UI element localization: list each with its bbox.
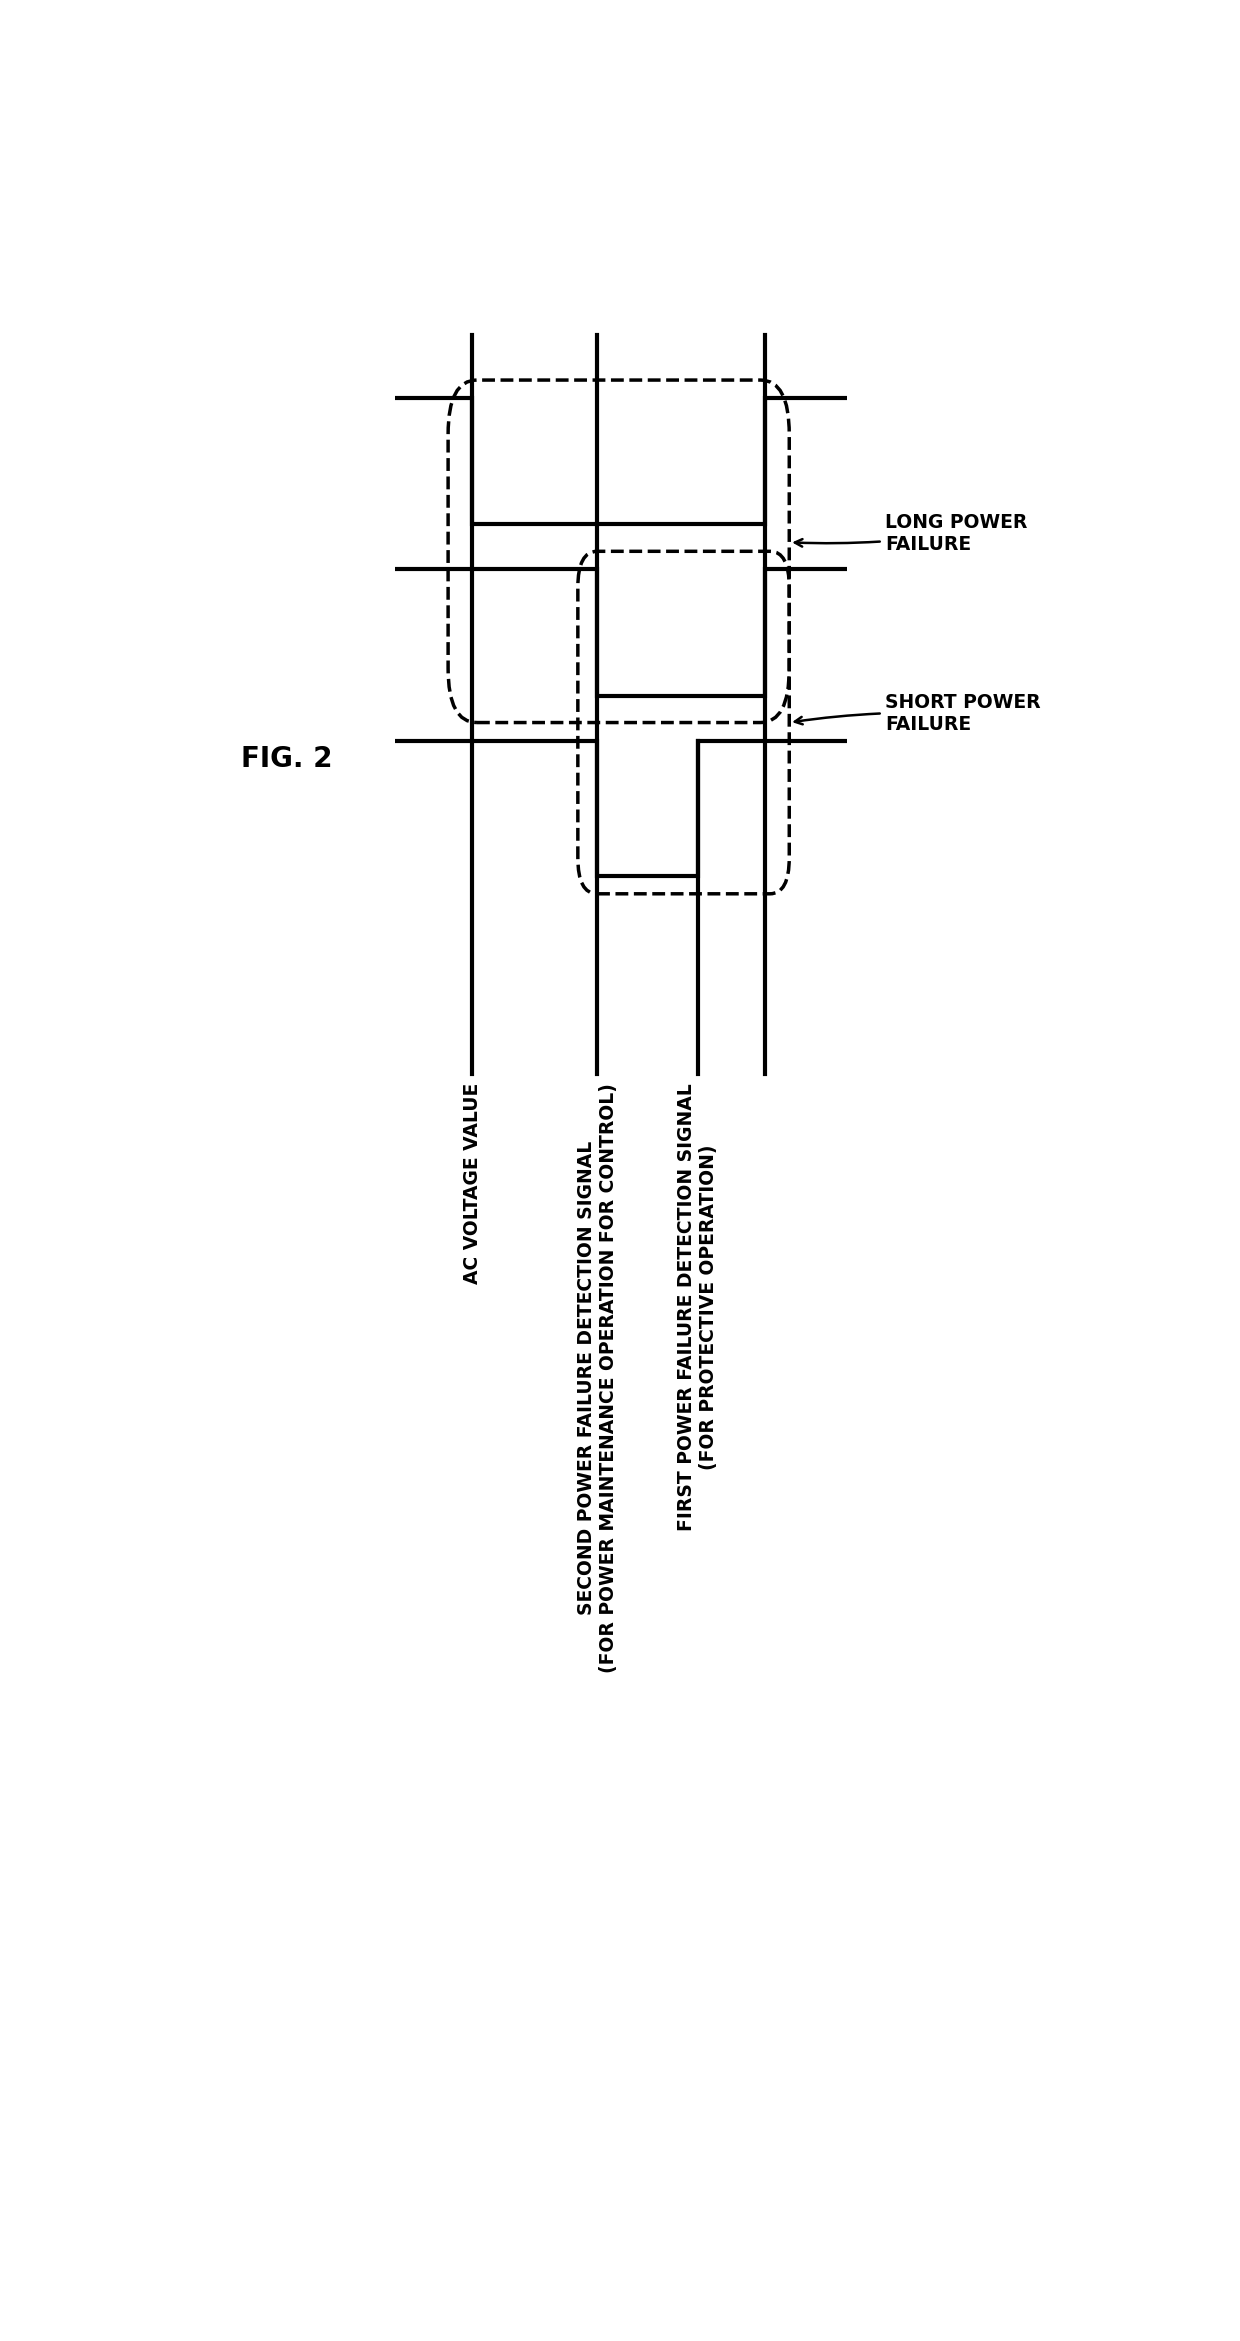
Text: FIG. 2: FIG. 2 (242, 744, 334, 773)
Text: LONG POWER
FAILURE: LONG POWER FAILURE (795, 513, 1028, 555)
Text: FIRST POWER FAILURE DETECTION SIGNAL
(FOR PROTECTIVE OPERATION): FIRST POWER FAILURE DETECTION SIGNAL (FO… (677, 1084, 718, 1531)
Text: AC VOLTAGE VALUE: AC VOLTAGE VALUE (463, 1084, 481, 1285)
Text: SECOND POWER FAILURE DETECTION SIGNAL
(FOR POWER MAINTENANCE OPERATION FOR CONTR: SECOND POWER FAILURE DETECTION SIGNAL (F… (577, 1084, 618, 1674)
Text: SHORT POWER
FAILURE: SHORT POWER FAILURE (795, 693, 1042, 735)
